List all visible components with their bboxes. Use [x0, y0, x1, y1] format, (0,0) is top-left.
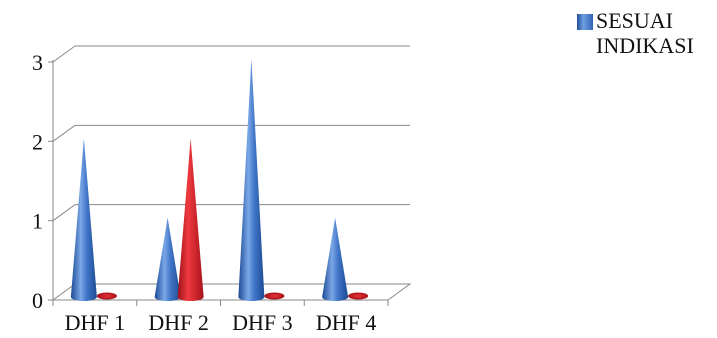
- gridline-diagonal: [52, 45, 76, 63]
- cone-bar: [177, 138, 204, 301]
- gridline-diagonal: [52, 124, 76, 142]
- y-tick-label: 2: [32, 129, 43, 154]
- cone-base-zero: [264, 292, 285, 300]
- legend-swatch: [577, 14, 593, 30]
- grid: [51, 45, 412, 301]
- legend-item: SESUAI INDIKASI: [577, 8, 717, 58]
- legend-label: SESUAI INDIKASI: [596, 8, 694, 58]
- x-tick-label: DHF 3: [232, 310, 293, 335]
- tick-labels: 0 1 2 3 DHF 1 DHF 2 DHF 3 DHF 4: [32, 50, 376, 335]
- y-tick-label: 1: [32, 209, 43, 234]
- x-tick-label: DHF 1: [65, 310, 126, 335]
- cone-marks: [70, 59, 369, 301]
- cone-bar: [154, 217, 181, 301]
- y-tick-label: 3: [32, 50, 43, 75]
- cone-bar: [322, 217, 349, 301]
- cone-bar: [238, 59, 265, 301]
- x-tick-label: DHF 4: [316, 310, 377, 335]
- legend: SESUAI INDIKASI: [577, 8, 717, 58]
- cone-base-zero: [348, 292, 369, 300]
- gridline-diagonal: [52, 204, 76, 222]
- cone-bar: [70, 138, 97, 301]
- y-tick-label: 0: [32, 288, 43, 313]
- x-tick-label: DHF 2: [148, 310, 209, 335]
- cone-base-zero: [96, 292, 117, 300]
